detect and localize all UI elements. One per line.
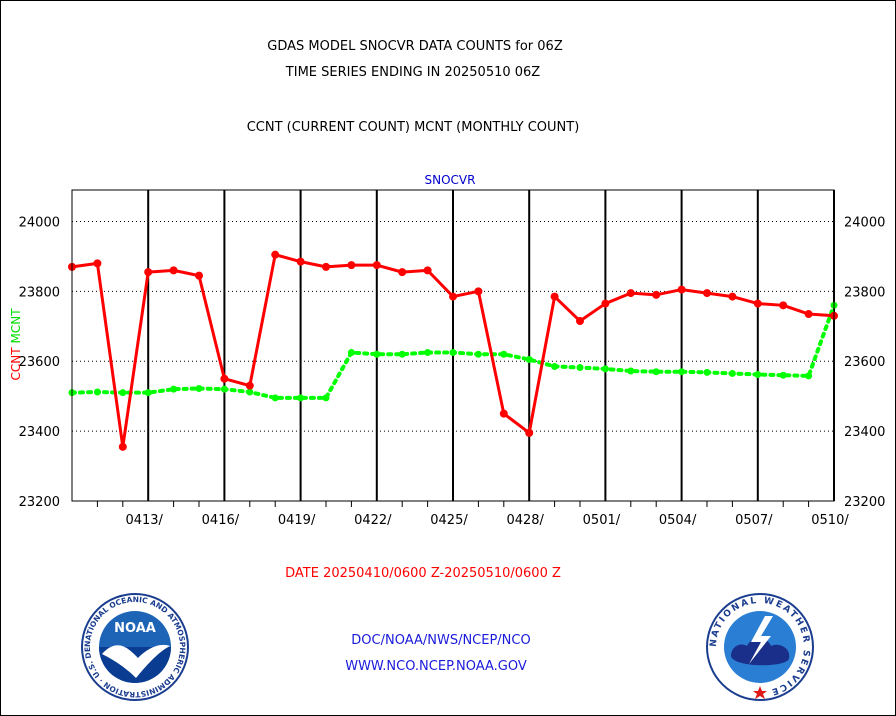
- data-point-mcnt: [576, 364, 584, 372]
- data-point-mcnt: [703, 368, 711, 376]
- data-point-mcnt: [220, 385, 228, 393]
- data-point-ccnt: [195, 271, 203, 280]
- noaa-logo: NATIONAL OCEANIC AND ATMOSPHERIC ADMINIS…: [80, 592, 189, 701]
- data-point-mcnt: [398, 350, 406, 358]
- data-point-ccnt: [576, 317, 584, 326]
- data-point-ccnt: [271, 250, 280, 259]
- y-tick-label-right: 23800: [844, 285, 885, 300]
- data-point-ccnt: [322, 262, 330, 271]
- x-tick-label: 0507/: [735, 513, 773, 528]
- y-tick-label-right: 23200: [844, 495, 885, 510]
- y-tick-label-right: 23400: [844, 425, 885, 440]
- x-tick-label: 0413/: [125, 513, 163, 528]
- data-point-mcnt: [424, 348, 432, 356]
- data-point-mcnt: [297, 394, 305, 402]
- data-point-ccnt: [703, 289, 711, 298]
- data-point-mcnt: [728, 369, 736, 377]
- data-point-ccnt: [474, 287, 483, 296]
- data-point-mcnt: [449, 348, 457, 356]
- x-tick-label: 0416/: [202, 513, 240, 528]
- plot-border: [71, 189, 835, 502]
- data-point-mcnt: [678, 368, 686, 376]
- data-point-ccnt: [93, 259, 102, 268]
- data-point-mcnt: [525, 355, 533, 363]
- data-point-ccnt: [626, 289, 635, 298]
- data-point-ccnt: [499, 409, 508, 418]
- data-point-mcnt: [601, 365, 609, 373]
- data-point-mcnt: [779, 371, 787, 379]
- data-point-mcnt: [119, 389, 127, 397]
- data-point-ccnt: [144, 268, 153, 277]
- y-tick-label-left: 23800: [19, 285, 60, 300]
- chart-title-line2: TIME SERIES ENDING IN 20250510 06Z: [285, 65, 541, 80]
- data-point-ccnt: [525, 428, 534, 437]
- x-tick-label: 0428/: [506, 513, 544, 528]
- date-range-label: DATE 20250410/0600 Z-20250510/0600 Z: [285, 566, 561, 581]
- data-point-mcnt: [373, 350, 381, 358]
- x-tick-label: 0501/: [583, 513, 621, 528]
- y-tick-label-right: 23600: [844, 355, 885, 370]
- y-tick-label-left: 23400: [19, 425, 60, 440]
- y-tick-label-left: 23600: [19, 355, 60, 370]
- data-point-mcnt: [805, 372, 813, 380]
- data-point-mcnt: [347, 348, 355, 356]
- data-point-ccnt: [550, 292, 559, 301]
- nws-logo: NATIONAL WEATHER SERVICE: [706, 593, 814, 701]
- data-point-mcnt: [500, 350, 508, 358]
- data-point-mcnt: [93, 388, 101, 396]
- data-point-ccnt: [245, 381, 254, 390]
- y-axis-label-mcnt: MCNT: [9, 308, 23, 344]
- data-point-ccnt: [753, 299, 762, 308]
- snocvr-plot: SNOCVR CCNT MCNT 23200 23200 23400 23400 236…: [9, 173, 885, 528]
- data-point-ccnt: [169, 266, 178, 275]
- data-point-mcnt: [144, 389, 152, 397]
- data-point-mcnt: [627, 367, 635, 375]
- data-point-mcnt: [474, 350, 482, 358]
- x-tick-label: 0422/: [354, 513, 392, 528]
- data-point-ccnt: [118, 442, 127, 451]
- data-point-ccnt: [398, 268, 407, 277]
- y-tick-label-left: 23200: [19, 495, 60, 510]
- data-point-ccnt: [728, 292, 737, 301]
- data-point-ccnt: [677, 285, 686, 294]
- plot-title: SNOCVR: [425, 173, 476, 187]
- chart-subtitle: CCNT (CURRENT COUNT) MCNT (MONTHLY COUNT…: [246, 120, 580, 135]
- data-point-ccnt: [347, 261, 356, 270]
- data-point-ccnt: [449, 292, 457, 301]
- y-tick-label-left: 24000: [19, 215, 60, 230]
- data-point-ccnt: [423, 266, 432, 275]
- data-point-ccnt: [652, 290, 661, 299]
- data-point-ccnt: [220, 374, 229, 383]
- data-point-ccnt: [372, 261, 381, 270]
- data-point-ccnt: [804, 310, 813, 319]
- axis-layer: 23200 23200 23400 23400 23600 23600 23800 23800…: [19, 189, 885, 528]
- data-point-mcnt: [754, 371, 762, 379]
- y-tick-label-right: 24000: [844, 215, 885, 230]
- data-point-mcnt: [322, 394, 330, 402]
- data-point-mcnt: [652, 368, 660, 376]
- data-point-ccnt: [296, 257, 305, 266]
- x-tick-label: 0510/: [811, 513, 849, 528]
- x-tick-label: 0419/: [278, 513, 316, 528]
- noaa-logo-text: NOAA: [114, 621, 156, 636]
- website-link[interactable]: WWW.NCO.NCEP.NOAA.GOV: [345, 659, 527, 674]
- x-tick-label: 0425/: [430, 513, 468, 528]
- data-point-ccnt: [601, 299, 610, 308]
- data-point-mcnt: [246, 388, 254, 396]
- data-point-ccnt: [779, 301, 788, 310]
- chart-title-line1: GDAS MODEL SNOCVR DATA COUNTS for 06Z: [267, 39, 563, 54]
- org-label: DOC/NOAA/NWS/NCEP/NCO: [351, 633, 531, 648]
- data-point-mcnt: [195, 384, 203, 392]
- grid-layer: [72, 190, 835, 501]
- y-axis-label-ccnt: CCNT: [9, 347, 23, 381]
- data-point-mcnt: [551, 362, 559, 370]
- data-point-mcnt: [271, 394, 279, 402]
- x-tick-label: 0504/: [659, 513, 697, 528]
- data-point-mcnt: [170, 385, 178, 393]
